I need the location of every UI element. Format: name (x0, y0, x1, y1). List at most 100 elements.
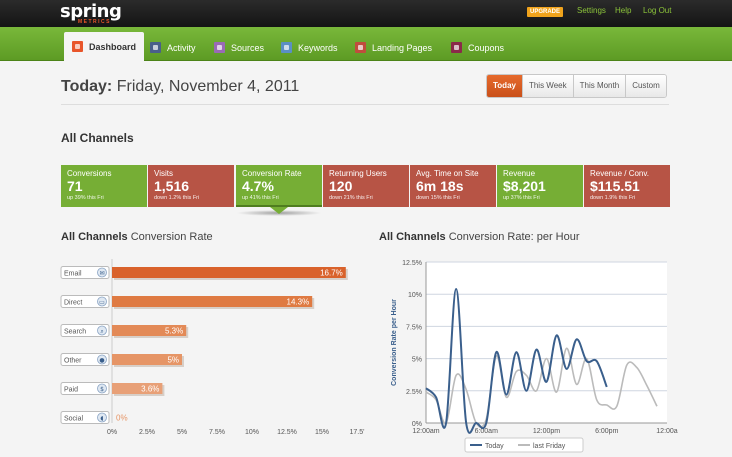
date-range-selector: Today This Week This Month Custom (486, 74, 667, 98)
speech-bubble-icon (97, 412, 107, 423)
chart-legend: Today last Friday (464, 437, 584, 453)
range-today-button[interactable]: Today (487, 75, 522, 97)
tab-label: Landing Pages (372, 42, 433, 53)
series-today-line[interactable] (425, 288, 608, 434)
y-tick-label: 12.5% (402, 260, 422, 267)
app-logo-subtitle: METRICS (78, 19, 111, 25)
logout-link[interactable]: Log Out (643, 6, 672, 15)
line-chart-title-bold: All Channels (379, 231, 446, 243)
kpi-revenue-per-conversion[interactable]: Revenue / Conv. $115.51 down 1.9% this F… (584, 165, 670, 207)
kpi-conversion-rate[interactable]: Conversion Rate 4.7% up 41% this Fri (236, 165, 322, 207)
bar[interactable] (112, 325, 187, 336)
sources-icon (214, 42, 225, 53)
kpi-value: 4.7% (242, 178, 274, 194)
monitor-icon (97, 296, 107, 307)
tab-coupons[interactable]: Coupons (451, 34, 504, 61)
upgrade-button[interactable]: UPGRADE (527, 7, 564, 17)
speech-bubble-icon-glyph: ◖ (100, 415, 103, 422)
bar[interactable] (112, 354, 182, 365)
bar[interactable] (112, 296, 313, 307)
x-tick-label: 10% (245, 429, 259, 436)
y-tick-label: 7.5% (406, 324, 422, 331)
top-bar: spring METRICS UPGRADE Settings Help Log… (0, 0, 732, 27)
x-tick-label: 6:00am (475, 428, 499, 435)
y-tick-label: 5% (412, 357, 422, 364)
bar-chart-title-rest: Conversion Rate (130, 231, 213, 243)
kpi-conversions[interactable]: Conversions 71 up 39% this Fri (61, 165, 147, 207)
coupons-icon (451, 42, 462, 53)
range-this-week-button[interactable]: This Week (521, 75, 573, 97)
tab-activity[interactable]: Activity (150, 34, 196, 61)
person-icon (150, 42, 161, 53)
kpi-selection-pointer (270, 207, 288, 214)
section-title: All Channels (61, 131, 134, 145)
x-tick-label: 12:00a (656, 428, 678, 435)
x-tick-label: 17.5' (350, 429, 365, 436)
legend-today-label[interactable]: Today (485, 443, 504, 450)
kpi-value: $115.51 (590, 178, 640, 194)
magnifier-icon (97, 325, 107, 336)
kpi-revenue[interactable]: Revenue $8,201 up 37% this Fri (497, 165, 583, 207)
page-title: Today: Friday, November 4, 2011 (61, 78, 299, 96)
x-tick-label: 12:00am (412, 428, 439, 435)
category-label: Paid (64, 387, 78, 394)
kpi-value: 6m 18s (416, 178, 464, 194)
help-link[interactable]: Help (615, 6, 632, 15)
kpi-avg-time-on-site[interactable]: Avg. Time on Site 6m 18s down 15% this F… (410, 165, 496, 207)
x-tick-label: 2.5% (139, 429, 155, 436)
tab-label: Coupons (468, 42, 505, 53)
envelope-icon-glyph: ✉ (99, 270, 104, 277)
legend-last-friday-label[interactable]: last Friday (533, 443, 566, 450)
monitor-icon-glyph: ▭ (99, 299, 105, 306)
kpi-label: Avg. Time on Site (416, 169, 479, 178)
category-label-box (60, 353, 110, 366)
bar[interactable] (112, 267, 346, 278)
plot-area (426, 262, 667, 423)
globe-icon (97, 354, 107, 365)
category-label-box (60, 324, 110, 337)
tab-dashboard[interactable]: Dashboard (64, 32, 145, 61)
x-tick-label: 12.5% (277, 429, 297, 436)
tab-keywords[interactable]: Keywords (281, 34, 338, 61)
x-tick-label: 0% (107, 429, 117, 436)
category-label: Search (64, 329, 86, 336)
bar-value-label: 5% (167, 356, 179, 365)
category-label: Email (64, 271, 82, 278)
kpi-change: down 1.2% this Fri (154, 195, 200, 201)
kpi-visits[interactable]: Visits 1,516 down 1.2% this Fri (148, 165, 234, 207)
line-chart: 0% 2.5% 5% 7.5% 10% 12.5% 12:00am 6:00am 12:00pm… (391, 260, 678, 453)
x-tick-label: 15% (315, 429, 329, 436)
bar[interactable] (112, 383, 163, 394)
range-this-month-button[interactable]: This Month (572, 75, 626, 97)
kpi-value: 71 (67, 178, 83, 194)
header-divider (61, 104, 669, 105)
series-last-friday-line[interactable] (425, 347, 658, 428)
kpi-change: down 1.9% this Fri (590, 195, 636, 201)
envelope-icon (97, 267, 107, 278)
x-tick-label: 7.5% (209, 429, 225, 436)
kpi-returning-users[interactable]: Returning Users 120 down 21% this Fri (323, 165, 409, 207)
category-label: Other (64, 358, 82, 365)
y-tick-label: 10% (408, 292, 422, 299)
y-tick-label: 0% (412, 421, 422, 428)
kpi-value: 120 (329, 178, 353, 194)
kpi-label: Conversion Rate (242, 169, 302, 178)
kpi-change: down 21% this Fri (329, 195, 373, 201)
kpi-change: down 15% this Fri (416, 195, 460, 201)
tab-landing-pages[interactable]: Landing Pages (355, 34, 432, 61)
settings-link[interactable]: Settings (577, 6, 606, 15)
bar-value-label: 16.7% (320, 269, 343, 278)
bar-value-label: 3.6% (141, 385, 159, 394)
tab-label: Sources (231, 42, 265, 53)
tab-sources[interactable]: Sources (214, 34, 264, 61)
globe-icon-glyph: ● (99, 357, 104, 364)
category-label-box (60, 295, 110, 308)
bar-value-label: 5.3% (165, 327, 183, 336)
page-title-prefix: Today: (61, 78, 113, 95)
app-logo[interactable]: spring (60, 1, 122, 22)
bar-chart-title: All Channels Conversion Rate (61, 231, 213, 243)
kpi-label: Returning Users (329, 169, 387, 178)
kpi-value: 1,516 (154, 178, 190, 194)
range-custom-button[interactable]: Custom (625, 75, 666, 97)
category-label: Social (64, 416, 84, 423)
